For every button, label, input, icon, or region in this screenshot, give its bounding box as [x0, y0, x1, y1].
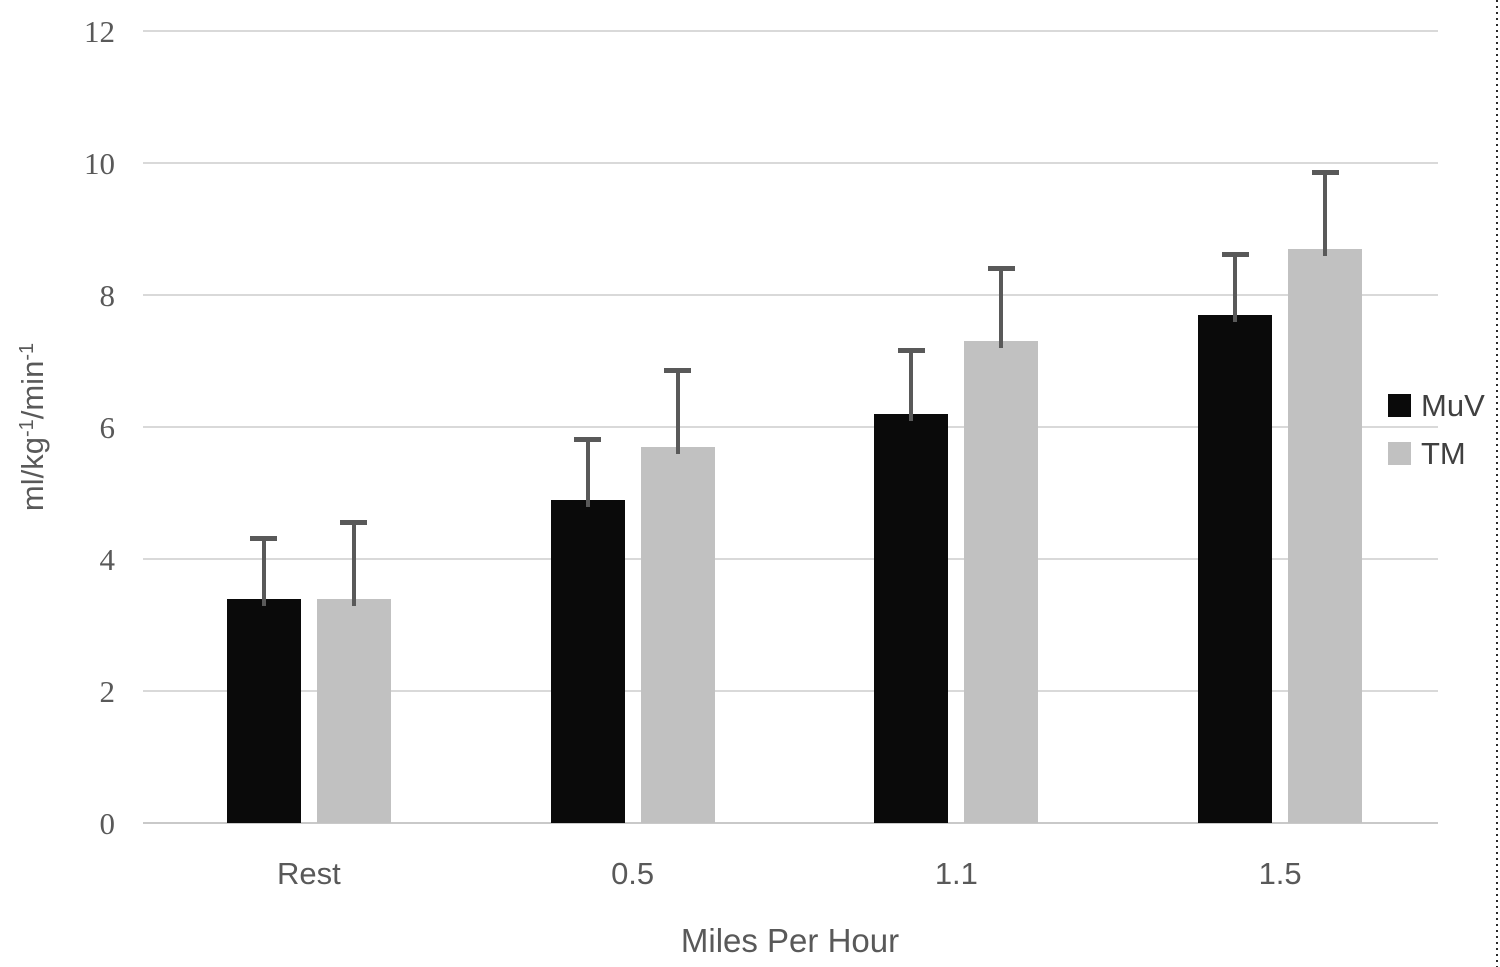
x-category-label: 0.5 [611, 856, 655, 891]
y-axis-title-part: -1 [16, 419, 38, 438]
bar-tm-rest [316, 598, 391, 823]
error-bar-cap [340, 519, 368, 525]
error-bar-cap [574, 437, 602, 443]
error-bar-cap [1221, 252, 1249, 258]
bar-muv-1.5 [1198, 314, 1273, 823]
error-bar-stem [351, 522, 356, 606]
legend: MuV TM [1388, 388, 1485, 490]
gridline [143, 690, 1438, 692]
gridline [143, 30, 1438, 32]
error-bar-cap [987, 265, 1015, 271]
error-bar-stem [1323, 172, 1328, 256]
error-bar-stem [261, 539, 266, 606]
legend-item-muv: MuV [1388, 388, 1485, 442]
error-bar-cap [897, 348, 925, 354]
error-bar-cap [1311, 169, 1339, 175]
gridline [143, 294, 1438, 296]
legend-item-tm: TM [1388, 436, 1485, 490]
bar-tm-1.1 [964, 341, 1039, 823]
x-axis-line [143, 822, 1438, 824]
gridline [143, 558, 1438, 560]
bar-muv-1.1 [874, 413, 949, 823]
error-bar-stem [1233, 255, 1238, 322]
x-category-label: 1.1 [934, 856, 978, 891]
y-axis-title-part: /min [15, 360, 50, 420]
x-category-label: Rest [277, 856, 341, 891]
legend-label: TM [1421, 436, 1466, 471]
legend-swatch-icon [1388, 394, 1411, 417]
legend-swatch-icon [1388, 442, 1411, 465]
y-tick-label: 10 [84, 146, 115, 181]
error-bar-stem [909, 351, 914, 421]
error-bar-stem [585, 440, 590, 507]
error-bar-stem [675, 370, 680, 454]
bar-muv-0.5 [550, 499, 625, 823]
legend-label: MuV [1421, 388, 1485, 423]
y-tick-label: 8 [99, 278, 116, 313]
y-tick-label: 4 [99, 542, 116, 577]
error-bar-cap [664, 367, 692, 373]
y-tick-label: 12 [84, 14, 115, 49]
x-axis-title: Miles Per Hour [680, 922, 900, 959]
page-edge-dotted-border [1496, 0, 1498, 967]
bar-muv-rest [226, 598, 301, 823]
y-axis-title-part: -1 [16, 342, 38, 361]
bar-tm-0.5 [640, 446, 715, 823]
y-tick-label: 0 [99, 806, 116, 841]
x-category-label: 1.5 [1258, 856, 1302, 891]
y-axis-title: ml/kg-1/min-1 [15, 343, 51, 511]
error-bar-cap [250, 536, 278, 542]
gridline [143, 426, 1438, 428]
error-bar-stem [999, 268, 1004, 349]
y-axis-title-part: ml/kg [15, 437, 50, 512]
y-tick-label: 6 [99, 410, 116, 445]
gridline [143, 162, 1438, 164]
y-tick-label: 2 [99, 674, 116, 709]
bar-tm-1.5 [1288, 248, 1363, 823]
